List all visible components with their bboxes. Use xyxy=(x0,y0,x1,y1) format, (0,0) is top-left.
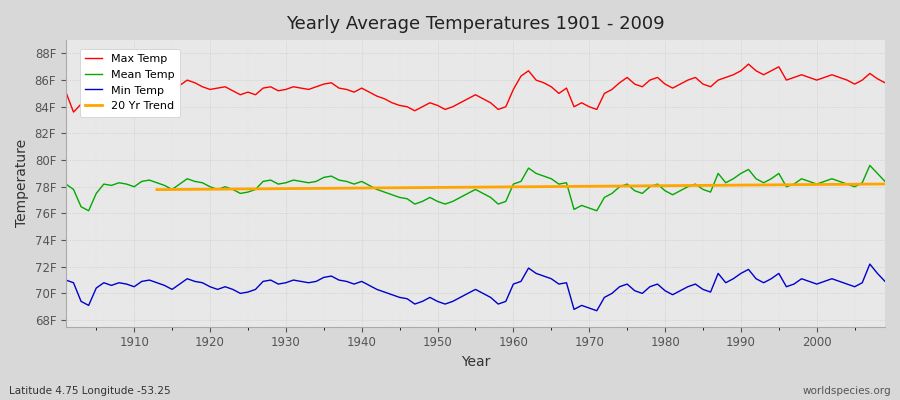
Min Temp xyxy=(122,282,132,286)
Max Temp xyxy=(295,86,306,90)
Legend: Max Temp, Mean Temp, Min Temp, 20 Yr Trend: Max Temp, Mean Temp, Min Temp, 20 Yr Tre… xyxy=(79,48,180,117)
20 Yr Trend xyxy=(175,187,185,192)
20 Yr Trend xyxy=(204,187,215,192)
Mean Temp xyxy=(60,182,71,186)
20 Yr Trend xyxy=(516,184,526,189)
20 Yr Trend xyxy=(151,187,162,192)
20 Yr Trend xyxy=(569,184,580,189)
Mean Temp xyxy=(295,179,306,184)
Max Temp xyxy=(607,87,617,92)
Min Temp xyxy=(508,282,518,286)
Mean Temp xyxy=(516,179,526,184)
Mean Temp xyxy=(508,182,518,186)
20 Yr Trend xyxy=(713,183,724,188)
Text: Latitude 4.75 Longitude -53.25: Latitude 4.75 Longitude -53.25 xyxy=(9,386,171,396)
Max Temp xyxy=(129,87,140,92)
Mean Temp xyxy=(129,184,140,189)
Title: Yearly Average Temperatures 1901 - 2009: Yearly Average Temperatures 1901 - 2009 xyxy=(286,15,665,33)
Line: Max Temp: Max Temp xyxy=(66,64,885,112)
Max Temp xyxy=(60,90,71,94)
Min Temp xyxy=(500,299,511,304)
Line: Min Temp: Min Temp xyxy=(66,264,885,311)
Y-axis label: Temperature: Temperature xyxy=(15,139,29,228)
Line: Mean Temp: Mean Temp xyxy=(66,166,885,211)
Mean Temp xyxy=(879,179,890,184)
Max Temp xyxy=(68,110,79,114)
Max Temp xyxy=(516,74,526,78)
20 Yr Trend xyxy=(341,186,352,190)
Mean Temp xyxy=(607,191,617,196)
Mean Temp xyxy=(864,163,875,168)
Min Temp xyxy=(591,308,602,313)
Mean Temp xyxy=(341,179,352,184)
Max Temp xyxy=(743,62,754,66)
Min Temp xyxy=(60,278,71,282)
Min Temp xyxy=(864,262,875,266)
Min Temp xyxy=(879,279,890,284)
20 Yr Trend xyxy=(879,182,890,186)
X-axis label: Year: Year xyxy=(461,355,491,369)
Line: 20 Yr Trend: 20 Yr Trend xyxy=(157,184,885,190)
Min Temp xyxy=(334,278,345,282)
Text: worldspecies.org: worldspecies.org xyxy=(803,386,891,396)
Max Temp xyxy=(341,87,352,92)
Max Temp xyxy=(879,80,890,85)
Mean Temp xyxy=(84,208,94,213)
Max Temp xyxy=(508,87,518,92)
Min Temp xyxy=(607,291,617,296)
Min Temp xyxy=(288,278,299,282)
